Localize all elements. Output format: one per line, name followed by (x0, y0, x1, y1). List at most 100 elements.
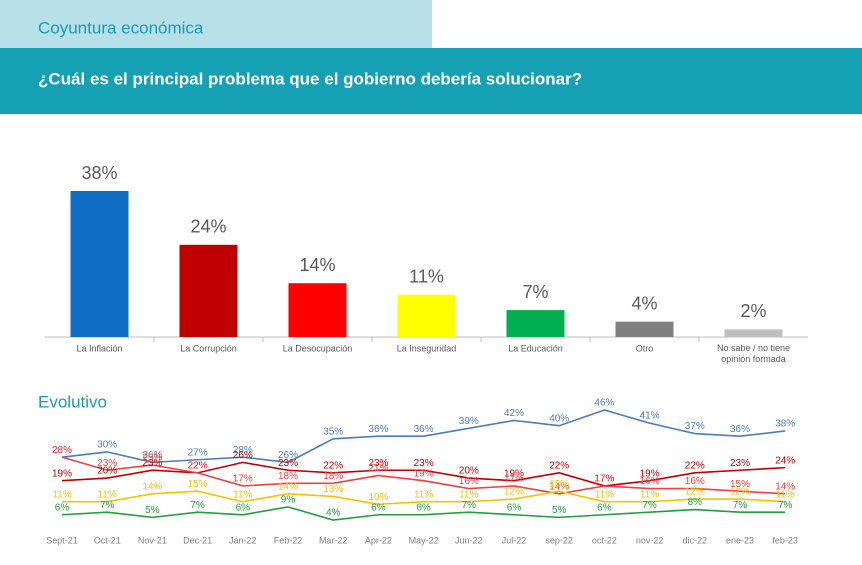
point-label: 6% (371, 502, 386, 513)
point-label: 27% (188, 447, 208, 458)
point-label: 20% (459, 466, 479, 477)
point-label: 12% (730, 487, 750, 498)
point-label: 19% (504, 468, 524, 479)
point-label: 11% (98, 489, 117, 500)
x-tick-label: nov-22 (636, 535, 664, 545)
point-label: 11% (640, 489, 659, 500)
x-tick-label: sep-22 (545, 535, 573, 545)
point-label: 6% (416, 502, 431, 513)
point-label: 16% (640, 476, 660, 487)
point-label: 18% (278, 471, 298, 482)
bar-value-label: 24% (190, 217, 226, 237)
point-label: 17% (594, 474, 614, 485)
x-tick-label: Dec-21 (183, 535, 212, 545)
point-label: 25% (142, 453, 162, 464)
x-tick-label: May-22 (409, 535, 439, 545)
series-line (62, 490, 786, 506)
point-label: 20% (97, 466, 117, 477)
point-label: 11% (52, 489, 71, 500)
bar-category-label: No sabe / no tiene opinión formada (717, 343, 790, 364)
x-tick-label: oct-22 (592, 535, 617, 545)
point-label: 11% (776, 489, 795, 500)
point-label: 8% (688, 497, 703, 508)
point-label: 4% (326, 508, 341, 519)
point-label: 28% (52, 445, 72, 456)
line-title: Evolutivo (38, 392, 107, 411)
bar (506, 310, 565, 337)
point-label: 7% (778, 500, 793, 511)
bar-value-label: 38% (81, 163, 117, 183)
x-tick-label: Mar-22 (319, 535, 348, 545)
point-label: 7% (100, 500, 115, 511)
point-label: 15% (549, 479, 569, 490)
bar-value-label: 14% (299, 255, 335, 275)
point-label: 17% (233, 474, 253, 485)
series-line (61, 456, 786, 495)
point-label: 19% (52, 468, 72, 479)
point-label: 9% (281, 495, 296, 506)
bar-category-label: La Desocupación (283, 343, 353, 353)
point-label: 6% (236, 502, 251, 513)
bar (70, 191, 129, 337)
bar (397, 294, 456, 337)
point-label: 39% (459, 416, 479, 427)
point-label: 7% (462, 500, 477, 511)
x-tick-label: Feb-22 (274, 535, 303, 545)
point-label: 11% (233, 489, 252, 500)
bar-value-label: 2% (740, 301, 766, 321)
x-tick-label: Jun-22 (455, 535, 483, 545)
point-label: 16% (685, 476, 705, 487)
point-label: 19% (640, 468, 660, 479)
point-label: 23% (368, 458, 388, 469)
point-label: 40% (549, 413, 569, 424)
point-label: 38% (775, 419, 795, 430)
bar-value-label: 11% (409, 266, 444, 286)
point-label: 6% (597, 502, 612, 513)
point-label: 13% (323, 484, 343, 495)
point-label: 36% (414, 424, 434, 435)
point-label: 17% (504, 474, 524, 485)
bar-category-label: La Inseguridad (397, 343, 457, 353)
bar-value-label: 4% (631, 293, 657, 313)
point-label: 23% (278, 458, 298, 469)
series-line (61, 461, 786, 487)
point-label: 14% (142, 481, 162, 492)
point-label: 21% (368, 463, 388, 474)
point-label: 10% (368, 492, 388, 503)
point-label: 24% (775, 455, 795, 466)
x-tick-label: Nov-21 (138, 535, 167, 545)
bar (615, 321, 674, 337)
point-label: 7% (642, 500, 657, 511)
bar (179, 244, 238, 337)
bar-value-label: 7% (522, 282, 548, 302)
x-tick-label: ene-23 (726, 535, 754, 545)
point-label: 26% (142, 450, 162, 461)
point-label: 23% (97, 458, 117, 469)
point-label: 19% (414, 468, 434, 479)
x-tick-label: Jan-22 (229, 535, 257, 545)
x-tick-label: Sept-21 (46, 535, 78, 545)
bar (724, 329, 783, 337)
bar-category-label: La Educación (508, 343, 563, 353)
point-label: 23% (142, 458, 162, 469)
point-label: 36% (368, 424, 388, 435)
point-label: 23% (730, 458, 750, 469)
point-label: 5% (552, 505, 567, 516)
point-label: 6% (507, 502, 522, 513)
point-label: 46% (594, 398, 614, 409)
point-label: 22% (188, 460, 208, 471)
point-label: 11% (459, 489, 478, 500)
point-label: 6% (55, 502, 70, 513)
point-label: 35% (323, 426, 343, 437)
bar-category-label: La Inflación (76, 343, 122, 353)
point-label: 12% (685, 487, 705, 498)
point-label: 26% (233, 450, 253, 461)
point-label: 15% (188, 479, 208, 490)
point-label: 14% (549, 481, 569, 492)
point-label: 14% (775, 481, 795, 492)
point-label: 22% (685, 460, 705, 471)
question-band (0, 48, 862, 114)
point-label: 7% (733, 500, 748, 511)
